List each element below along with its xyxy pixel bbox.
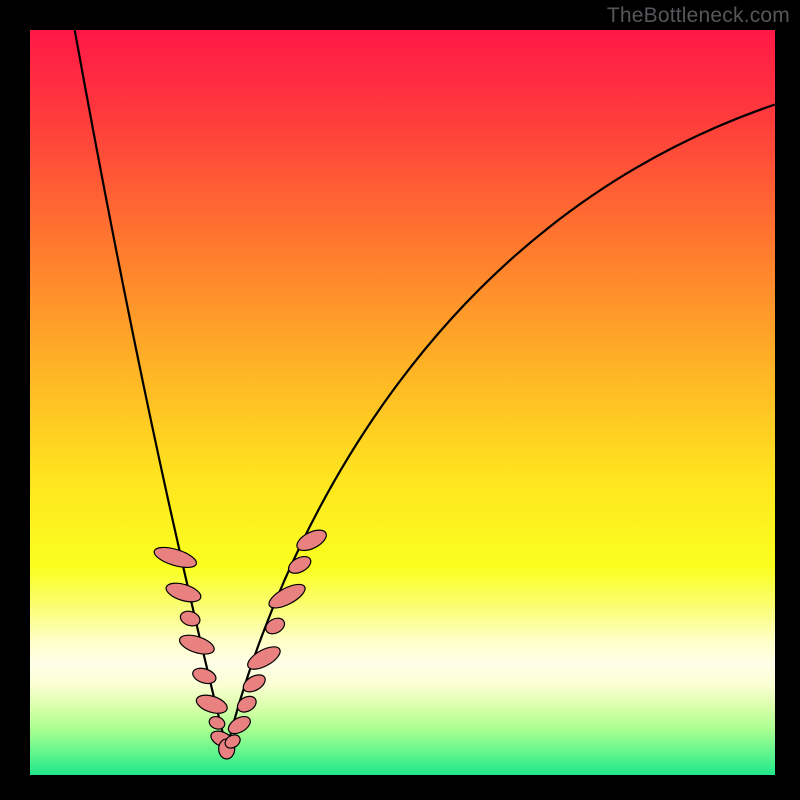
gradient-background: [30, 30, 775, 775]
chart-container: TheBottleneck.com: [0, 0, 800, 800]
plot-area: [30, 30, 775, 775]
watermark-text: TheBottleneck.com: [607, 4, 790, 28]
